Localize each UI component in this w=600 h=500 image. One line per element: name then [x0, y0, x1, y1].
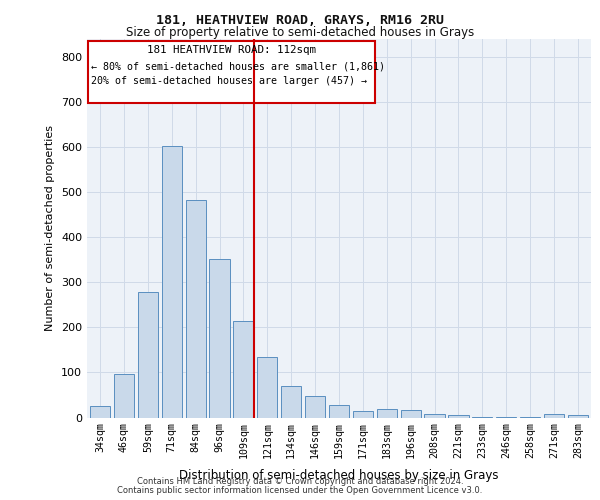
Text: Size of property relative to semi-detached houses in Grays: Size of property relative to semi-detach…: [126, 26, 474, 39]
Bar: [329, 406, 349, 417]
Text: 181 HEATHVIEW ROAD: 112sqm: 181 HEATHVIEW ROAD: 112sqm: [147, 46, 316, 56]
Bar: [544, 414, 564, 418]
Bar: [233, 322, 254, 418]
Bar: [353, 411, 373, 418]
Bar: [377, 410, 397, 418]
Bar: [568, 415, 588, 418]
Bar: [138, 292, 158, 418]
Text: 181, HEATHVIEW ROAD, GRAYS, RM16 2RU: 181, HEATHVIEW ROAD, GRAYS, RM16 2RU: [156, 14, 444, 27]
Bar: [209, 258, 230, 418]
Bar: [257, 356, 277, 418]
Bar: [114, 374, 134, 418]
Bar: [472, 416, 493, 418]
Bar: [161, 146, 182, 418]
FancyBboxPatch shape: [88, 41, 375, 103]
Text: Contains public sector information licensed under the Open Government Licence v3: Contains public sector information licen…: [118, 486, 482, 495]
Bar: [185, 200, 206, 418]
Text: Contains HM Land Registry data © Crown copyright and database right 2024.: Contains HM Land Registry data © Crown c…: [137, 477, 463, 486]
Bar: [424, 414, 445, 418]
Bar: [520, 416, 540, 418]
Bar: [90, 406, 110, 417]
Bar: [448, 415, 469, 418]
Bar: [281, 386, 301, 418]
Bar: [305, 396, 325, 417]
Text: ← 80% of semi-detached houses are smaller (1,861): ← 80% of semi-detached houses are smalle…: [91, 62, 385, 72]
Bar: [401, 410, 421, 418]
Bar: [496, 416, 517, 418]
Text: 20% of semi-detached houses are larger (457) →: 20% of semi-detached houses are larger (…: [91, 76, 367, 86]
Y-axis label: Number of semi-detached properties: Number of semi-detached properties: [46, 125, 55, 331]
X-axis label: Distribution of semi-detached houses by size in Grays: Distribution of semi-detached houses by …: [179, 470, 499, 482]
